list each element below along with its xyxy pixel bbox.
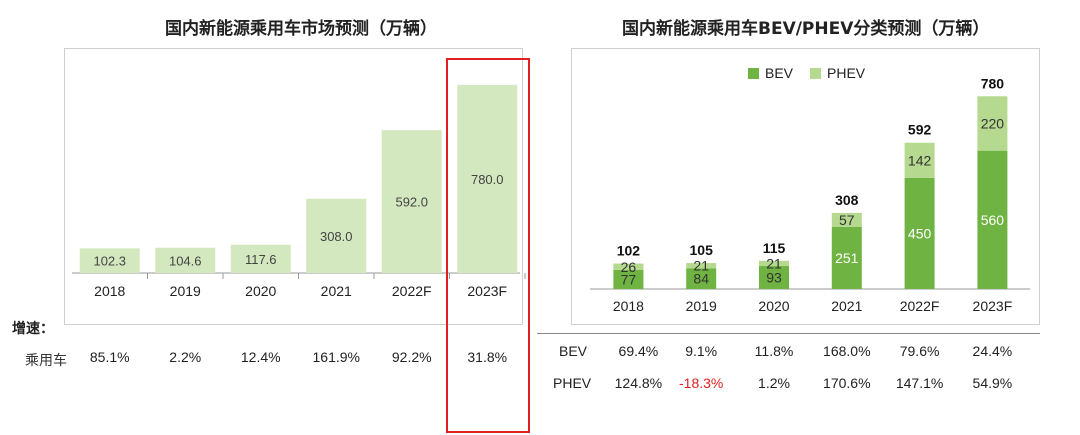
phev-value-label: 26 [621,259,637,275]
phev-value-label: 21 [693,258,709,274]
bev-value-label: 84 [693,271,709,287]
right-x-tick-label: 2021 [831,298,862,314]
phev-bar-segment [904,142,935,178]
row-label-phev: PHEV [553,375,592,391]
phev-value-label: 21 [766,255,782,271]
bev-growth-cell: 24.4% [972,343,1013,359]
phev-bar-segment [613,263,644,270]
left-bar [155,247,216,273]
left-bar [79,248,140,273]
phev-bar-segment [831,212,862,227]
legend-bev-label: BEV [765,65,794,81]
left-x-tick-label: 2021 [321,283,352,299]
growth-cell: 12.4% [240,349,281,365]
total-value-label: 115 [763,240,786,256]
left-bar-value-label: 592.0 [395,195,428,210]
bev-bar-segment [977,150,1008,289]
phev-bar-segment [977,96,1008,151]
bev-bar-segment [904,177,935,289]
row-label-bev: BEV [559,343,588,359]
phev-growth-cell: 170.6% [823,375,871,391]
bev-growth-cell: 9.1% [685,343,718,359]
legend-bev: BEV [748,65,793,81]
phev-growth-cell: 54.9% [972,375,1013,391]
phev-growth-cell: 1.2% [758,375,790,391]
right-chart-title: 国内新能源乘用车BEV/PHEV分类预测（万辆） [622,19,990,39]
left-x-tick-label: 2018 [94,283,125,299]
left-bar-value-label: 102.3 [93,254,126,269]
right-x-tick-label: 2018 [613,298,644,314]
right-x-tick-label: 2020 [758,298,789,314]
left-x-tick-label: 2019 [170,283,201,299]
legend-bev-swatch [748,67,759,79]
phev-value-label: 142 [908,152,932,168]
left-bar [381,130,442,273]
left-x-tick-label: 2023F [467,283,507,299]
phev-growth-cell: 124.8% [614,375,663,391]
left-x-tick-label: 2020 [245,283,276,299]
total-value-label: 308 [835,192,859,208]
left-bar-value-label: 780.0 [471,172,504,187]
phev-growth-cell: -18.3% [679,375,724,391]
bev-growth-cell: 79.6% [899,343,940,359]
left-bar [230,244,291,273]
bev-bar-segment [613,269,644,289]
left-bar-value-label: 104.6 [169,253,202,268]
right-chart-panel [571,48,1040,325]
bev-bar-segment [759,266,789,289]
bev-growth-cell: 168.0% [823,343,871,359]
legend-phev-swatch [810,67,821,79]
phev-bar-segment [686,263,717,269]
total-value-label: 102 [617,243,641,259]
phev-value-label: 57 [839,212,855,228]
bev-growth-cell: 69.4% [618,343,659,359]
total-value-label: 105 [690,242,714,258]
legend-phev-label: PHEV [827,65,866,81]
phev-growth-cell: 147.1% [895,375,944,391]
bev-value-label: 560 [981,212,1005,228]
growth-cell: 2.2% [169,349,202,365]
bev-value-label: 93 [766,270,782,286]
left-bar-value-label: 117.6 [245,252,277,267]
total-value-label: 780 [981,75,1005,91]
growth-row-label: 乘用车 [25,352,67,368]
right-x-tick-label: 2022F [900,298,940,314]
legend-phev: PHEV [810,65,865,81]
growth-cell: 85.1% [89,349,130,365]
bev-bar-segment [831,226,862,289]
table-top-rule [537,333,1040,334]
total-value-label: 592 [908,122,932,138]
bev-value-label: 77 [621,271,637,287]
left-bar-value-label: 308.0 [320,229,353,244]
growth-cell: 31.8% [467,349,508,365]
highlight-2023f-box [446,58,530,433]
right-x-tick-label: 2023F [973,298,1013,314]
left-x-tick-label: 2022F [392,283,432,299]
bev-value-label: 450 [908,225,932,241]
growth-cell: 161.9% [312,349,360,365]
left-bar [457,84,518,273]
growth-header: 增速： [12,320,54,336]
right-x-tick-label: 2019 [686,298,717,314]
bev-growth-cell: 11.8% [754,343,794,359]
growth-cell: 92.2% [391,349,432,365]
bev-bar-segment [686,268,717,289]
phev-value-label: 220 [981,115,1005,131]
phev-bar-segment [759,260,789,267]
bev-value-label: 251 [835,250,859,266]
left-bar [306,198,367,273]
left-chart-title: 国内新能源乘用车市场预测（万辆） [165,19,437,39]
